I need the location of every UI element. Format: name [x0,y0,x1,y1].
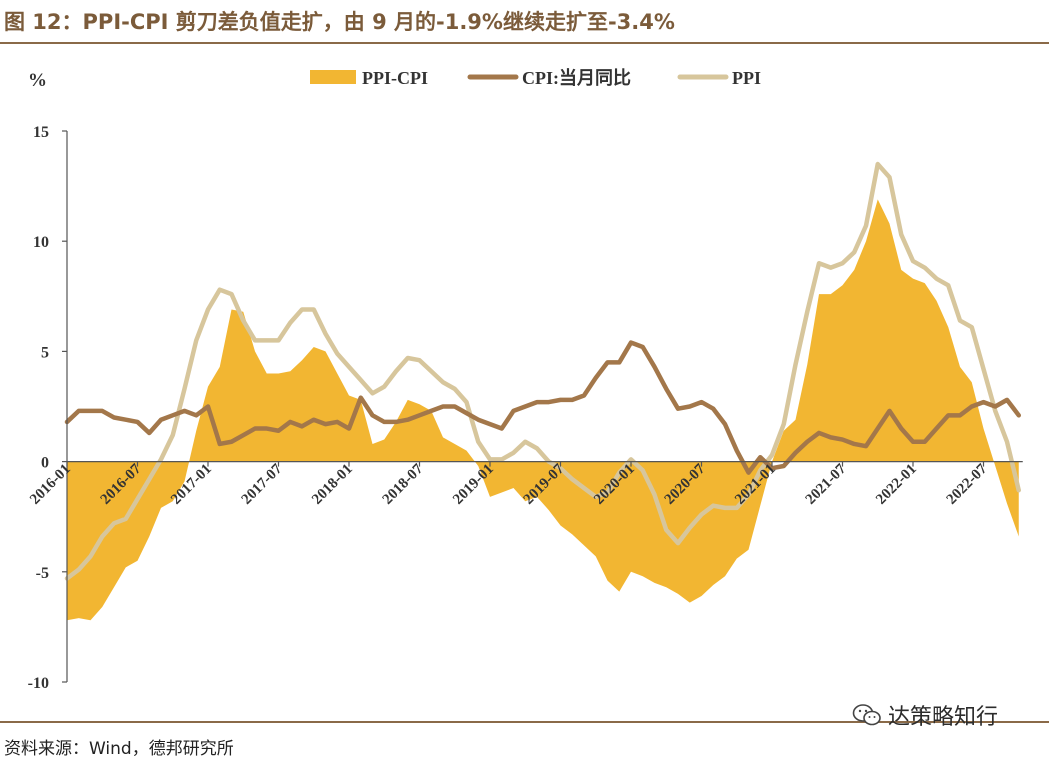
y-unit-label: % [28,70,47,91]
y-tick-label: 15 [33,124,49,141]
source-note: 资料来源：Wind，德邦研究所 [4,739,234,759]
legend-label: CPI:当月同比 [522,67,631,88]
legend-label: PPI [732,68,761,88]
title-divider [0,42,1049,44]
chart-legend: PPI-CPI CPI:当月同比 PPI [310,67,761,88]
ppi-cpi-area-layer [67,199,1019,621]
legend-swatch [310,70,356,84]
x-tick-label: 2018-07 [380,461,427,508]
line-layer [64,161,1021,581]
series-line-cpi [64,340,1021,475]
legend-label: PPI-CPI [362,68,428,88]
footer-divider [0,721,1049,723]
x-tick-label: 2022-01 [873,461,920,508]
figure-title: 图 12：PPI-CPI 剪刀差负值走扩，由 9 月的-1.9%继续走扩至-3.… [4,10,675,34]
series-line-ppi [64,161,1021,581]
series-area-ppi-cpi [67,199,1019,621]
legend-item: CPI:当月同比 [467,67,631,88]
watermark-text: 达策略知行 [888,705,999,730]
x-tick-label: 2017-07 [239,461,286,508]
x-tick-label: 2021-07 [803,461,850,508]
x-tick-label: 2022-07 [944,461,991,508]
y-tick-label: 10 [33,234,49,251]
legend-item: PPI [677,68,761,88]
x-tick-label: 2018-01 [309,461,356,508]
wechat-icon [852,704,881,726]
watermark: 达策略知行 [852,698,998,732]
y-tick-label: 5 [41,344,49,361]
y-tick-label: 0 [41,455,49,472]
y-tick-label: -5 [36,565,49,582]
legend-item: PPI-CPI [310,68,428,88]
y-tick-label: -10 [28,675,49,692]
